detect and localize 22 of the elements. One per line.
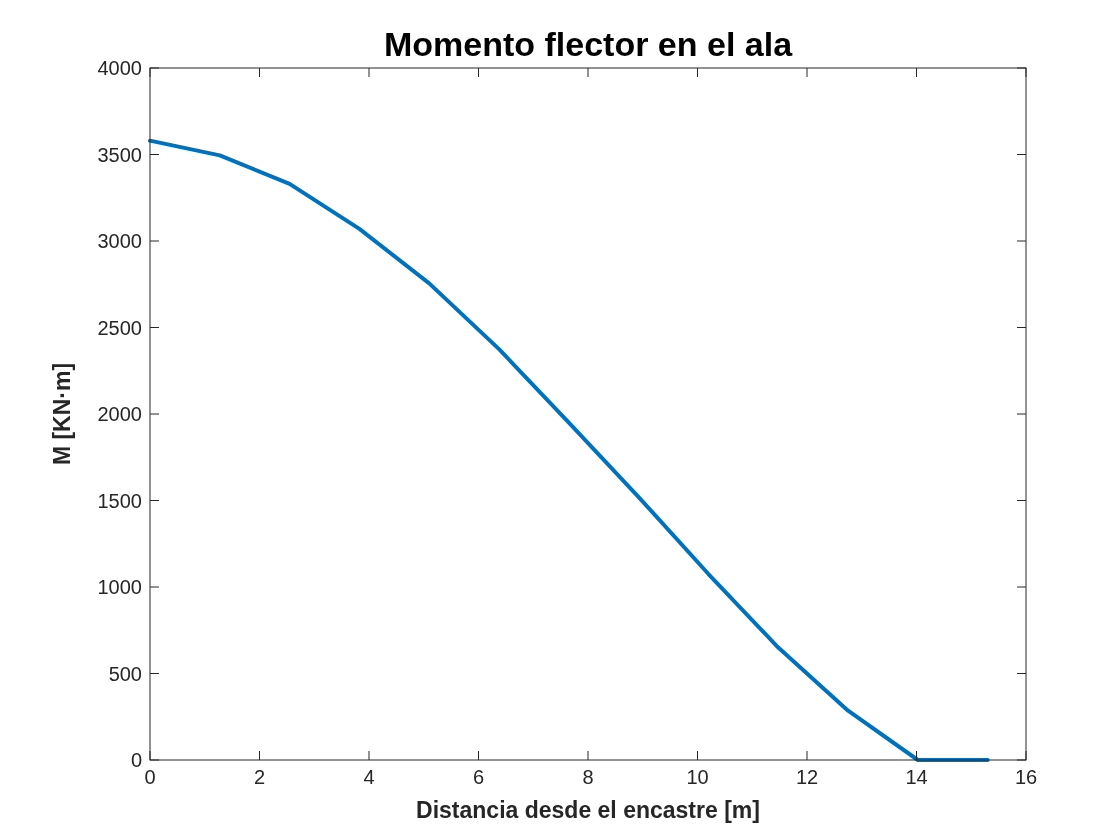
- y-tick-label: 3500: [97, 143, 142, 166]
- chart-title: Momento flector en el ala: [383, 25, 794, 63]
- y-tick-label: 3000: [97, 230, 142, 252]
- y-tick-label: 2000: [97, 403, 142, 425]
- y-tick-label: 2500: [97, 316, 142, 339]
- x-tick-label: 2: [253, 766, 266, 788]
- y-tick-label: 1000: [97, 576, 142, 598]
- x-tick-label: 14: [905, 766, 928, 788]
- y-axis-title: M [KN·m]: [49, 362, 75, 466]
- x-tick-label: 8: [582, 766, 594, 788]
- y-tick-label: 4000: [97, 57, 142, 79]
- y-tick-label: 1500: [97, 489, 142, 512]
- x-tick-label: 10: [686, 766, 709, 788]
- x-tick-label: 12: [795, 766, 819, 788]
- x-tick-label: 6: [472, 766, 485, 788]
- y-tick-label: 0: [130, 749, 142, 771]
- x-axis-title: Distancia desde el encastre [m]: [416, 797, 760, 823]
- x-tick-label: 0: [144, 766, 156, 788]
- x-tick-label: 4: [363, 766, 375, 788]
- line-series: [148, 138, 990, 762]
- y-tick-label: 500: [108, 662, 142, 685]
- x-tick-label: 16: [1014, 766, 1038, 788]
